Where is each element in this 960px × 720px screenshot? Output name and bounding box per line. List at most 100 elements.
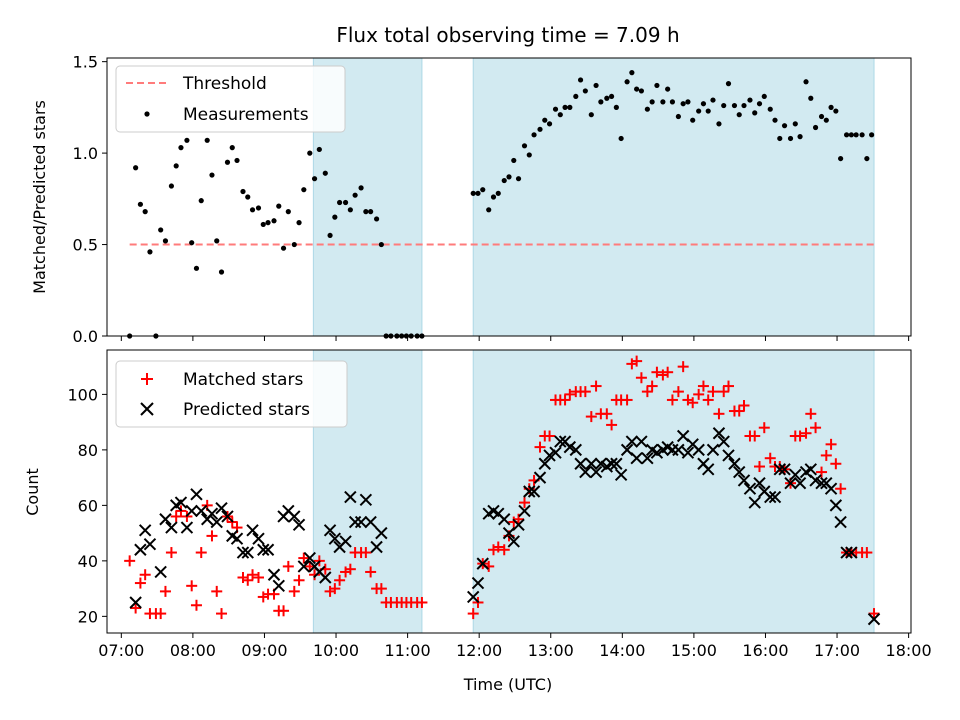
x-tick-label: 11:00 xyxy=(385,641,431,660)
predicted-star-point xyxy=(518,504,531,518)
measurement-point xyxy=(608,93,615,100)
matched-star-point xyxy=(641,386,653,398)
matched-star-point xyxy=(155,608,167,620)
legend-predicted-label: Predicted stars xyxy=(183,400,310,420)
measurement-point xyxy=(660,99,666,105)
measurement-point xyxy=(710,97,716,103)
predicted-star-point xyxy=(533,471,547,484)
predicted-star-point xyxy=(261,543,275,556)
matched-star-point xyxy=(666,394,678,406)
predicted-star-point xyxy=(743,482,757,495)
predicted-star-point xyxy=(804,463,818,476)
predicted-star-point xyxy=(773,463,786,476)
top-legend: Threshold Measurements xyxy=(115,65,346,133)
measurement-point xyxy=(480,187,486,193)
measurement-point xyxy=(245,194,251,200)
measurement-point xyxy=(869,132,875,138)
measurement-point xyxy=(285,209,291,215)
legend-measurements-label: Measurements xyxy=(183,105,309,125)
matched-star-point xyxy=(697,380,709,392)
matched-star-point xyxy=(758,422,770,434)
measurement-point xyxy=(797,134,803,140)
measurement-point xyxy=(669,99,676,105)
predicted-star-point xyxy=(672,443,685,457)
measurement-point xyxy=(731,102,738,109)
measurement-point xyxy=(557,112,563,118)
matched-star-point xyxy=(579,386,591,398)
matched-star-point xyxy=(252,572,264,584)
measurement-point xyxy=(593,82,599,89)
measurement-point xyxy=(654,82,660,89)
measurement-point xyxy=(756,101,763,107)
measurement-point xyxy=(193,265,200,271)
measurement-point xyxy=(562,104,568,110)
predicted-star-point xyxy=(538,457,551,470)
measurement-point xyxy=(363,209,369,215)
matched-star-point xyxy=(139,569,151,581)
measurement-point xyxy=(828,104,834,110)
matched-star-point xyxy=(764,452,776,464)
predicted-star-point xyxy=(641,451,654,465)
measurement-point xyxy=(838,155,844,162)
top-y-tick-label: 0.0 xyxy=(73,327,98,346)
measurement-point xyxy=(189,240,195,246)
measurement-point xyxy=(716,121,722,127)
matched-star-point xyxy=(309,569,321,581)
predicted-star-point xyxy=(143,538,157,551)
measurement-point xyxy=(515,176,522,182)
top-y-tick-label: 1.5 xyxy=(73,53,98,72)
predicted-star-point xyxy=(793,476,807,490)
measurement-point xyxy=(700,101,707,107)
predicted-star-point xyxy=(507,535,520,548)
matched-star-point xyxy=(190,599,202,611)
predicted-star-point xyxy=(512,518,525,532)
predicted-star-point xyxy=(319,571,332,584)
predicted-star-point xyxy=(778,463,791,476)
measurement-point xyxy=(240,188,246,195)
predicted-star-point xyxy=(230,532,244,545)
predicted-star-point xyxy=(180,521,194,534)
measurement-point xyxy=(347,207,353,213)
matched-star-point xyxy=(293,574,305,586)
predicted-star-point xyxy=(354,515,368,529)
top-axes-frame xyxy=(106,57,912,337)
measurement-point xyxy=(588,112,594,118)
predicted-star-point xyxy=(328,532,342,545)
predicted-star-point xyxy=(574,457,587,470)
bottom-y-axis-label: Count xyxy=(23,468,42,516)
measurement-point xyxy=(511,157,517,164)
predicted-star-point xyxy=(722,449,735,462)
predicted-star-point xyxy=(702,463,715,476)
measurement-point xyxy=(218,269,225,275)
top-y-tick-label: 1.0 xyxy=(73,144,98,163)
predicted-star-point xyxy=(815,476,828,490)
matched-star-point xyxy=(467,608,479,620)
predicted-star-point xyxy=(370,540,383,554)
predicted-star-point xyxy=(364,515,377,529)
measurement-point xyxy=(204,137,210,143)
matched-star-point xyxy=(242,574,254,586)
predicted-star-point xyxy=(138,524,152,537)
matched-star-point xyxy=(247,569,259,581)
predicted-star-point xyxy=(165,521,178,534)
measurement-point xyxy=(229,145,235,151)
matched-star-point xyxy=(749,430,761,442)
measurement-point xyxy=(705,108,711,114)
matched-star-point xyxy=(360,547,372,559)
predicted-star-point xyxy=(834,515,847,529)
matched-star-point xyxy=(564,388,576,400)
matched-star-point xyxy=(651,366,663,378)
measurement-point xyxy=(501,177,507,184)
matched-star-point xyxy=(206,530,218,542)
top-shaded-regions xyxy=(312,57,875,337)
predicted-star-point xyxy=(339,535,352,548)
predicted-star-point xyxy=(323,524,337,537)
matched-star-point xyxy=(130,602,142,614)
measurement-point xyxy=(322,170,328,176)
predicted-star-point xyxy=(221,510,234,523)
measurement-point xyxy=(736,112,742,118)
measurement-point xyxy=(184,137,190,143)
matched-star-point xyxy=(216,608,228,620)
measurement-point xyxy=(158,227,164,233)
